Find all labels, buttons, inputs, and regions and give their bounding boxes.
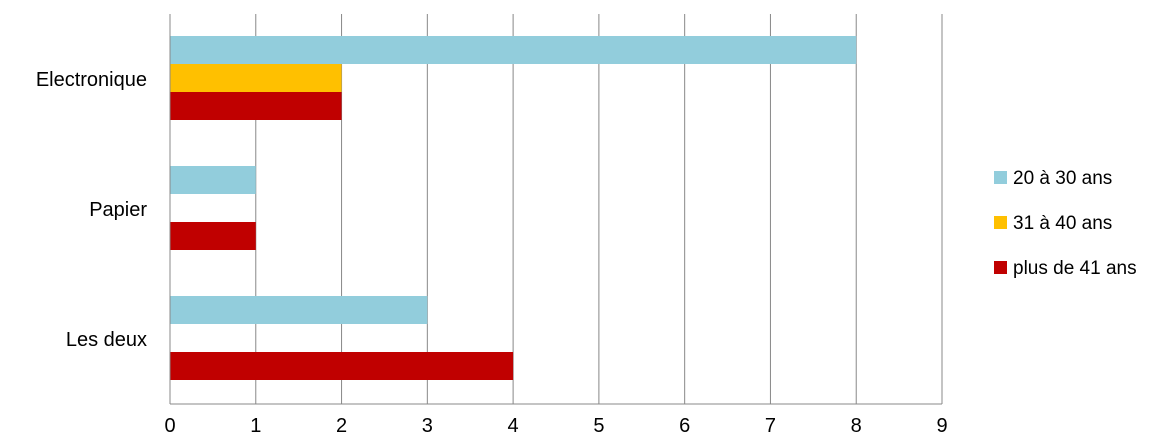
x-tick-label: 7 bbox=[765, 415, 776, 437]
x-tick-label: 5 bbox=[593, 415, 604, 437]
x-tick-label: 2 bbox=[336, 415, 347, 437]
grid-lines bbox=[256, 14, 942, 404]
category-label: Papier bbox=[89, 199, 147, 221]
x-tick-label: 4 bbox=[508, 415, 519, 437]
bar bbox=[170, 92, 342, 120]
legend: 20 à 30 ans 31 à 40 ans plus de 41 ans bbox=[994, 168, 1137, 279]
legend-swatch bbox=[994, 171, 1007, 184]
bar bbox=[170, 222, 256, 250]
bar bbox=[170, 352, 513, 380]
bar bbox=[170, 166, 256, 194]
category-labels: Electronique Papier Les deux bbox=[36, 69, 148, 351]
legend-label: plus de 41 ans bbox=[1013, 258, 1137, 279]
legend-swatch bbox=[994, 216, 1007, 229]
x-tick-label: 9 bbox=[936, 415, 947, 437]
x-tick-label: 3 bbox=[422, 415, 433, 437]
bar bbox=[170, 296, 427, 324]
bar bbox=[170, 64, 342, 92]
x-tick-label: 0 bbox=[164, 415, 175, 437]
legend-swatch bbox=[994, 261, 1007, 274]
x-tick-label: 6 bbox=[679, 415, 690, 437]
legend-label: 20 à 30 ans bbox=[1013, 168, 1112, 189]
bar bbox=[170, 36, 856, 64]
category-label: Electronique bbox=[36, 69, 147, 91]
legend-label: 31 à 40 ans bbox=[1013, 213, 1112, 234]
x-tick-label: 1 bbox=[250, 415, 261, 437]
x-tick-labels: 0 1 2 3 4 5 6 7 8 9 bbox=[164, 415, 947, 437]
x-tick-label: 8 bbox=[851, 415, 862, 437]
category-label: Les deux bbox=[66, 329, 147, 351]
